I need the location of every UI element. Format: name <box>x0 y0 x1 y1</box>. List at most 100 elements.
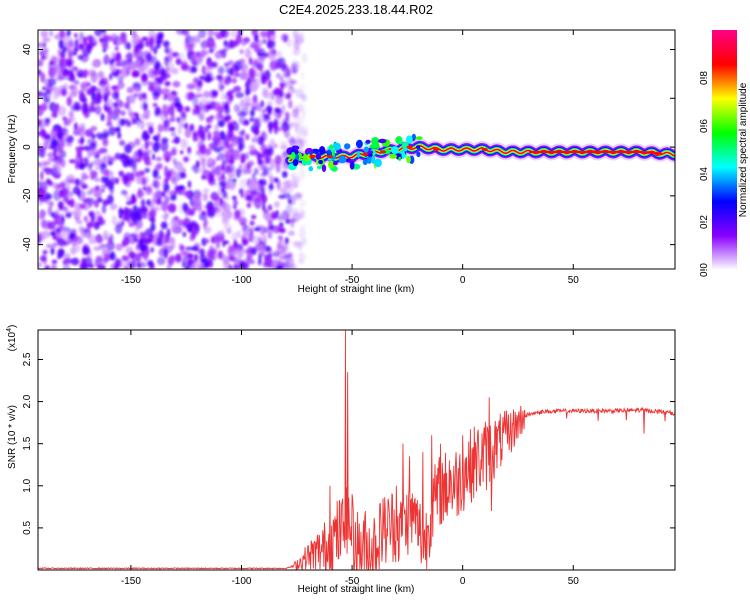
colorbar: 0.00.20.40.60.8 Normalized spectral ampl… <box>699 30 749 277</box>
noise-blobs <box>38 30 309 269</box>
spectrogram-noise-cell <box>174 216 179 221</box>
spectrogram-noise-cell <box>288 139 297 144</box>
spectrogram-noise-cell <box>292 175 301 184</box>
spectrogram-noise-cell <box>111 215 117 226</box>
spectrogram-noise-cell <box>250 109 255 117</box>
spectrogram-noise-cell <box>239 178 248 189</box>
spectrogram-noise-cell <box>288 122 296 128</box>
spectrogram-noise-cell <box>93 221 100 230</box>
spectrogram-noise-cell <box>165 155 170 163</box>
spectrogram-noise-cell <box>58 58 65 65</box>
spectrogram-noise-cell <box>123 239 129 247</box>
spectrogram-noise-cell <box>136 261 141 269</box>
spectrogram-noise-cell <box>278 194 286 199</box>
snr-scale-exponent: 4 <box>6 328 13 332</box>
spectrogram-noise-cell <box>267 79 272 89</box>
spectrogram-noise-cell <box>235 92 245 99</box>
spectrogram-noise-cell <box>207 131 212 141</box>
spectrogram-noise-cell <box>52 242 58 248</box>
spectrogram-noise-cell <box>273 201 280 208</box>
spectrogram-noise-cell <box>170 131 177 137</box>
spectrogram-noise-cell <box>52 235 58 240</box>
spectrogram-noise-cell <box>139 244 147 252</box>
spectrogram-noise-cell <box>249 144 256 153</box>
spectrogram-noise-cell <box>299 224 306 231</box>
spectrogram-noise-cell <box>134 224 139 235</box>
spectrogram-noise-cell <box>158 35 163 40</box>
spectrogram-noise-cell <box>263 91 272 100</box>
spectrogram-noise-cell <box>38 142 42 147</box>
spectrogram-noise-cell <box>38 118 42 127</box>
spectrogram-noise-cell <box>100 113 105 122</box>
spectrogram-noise-cell <box>281 151 287 160</box>
spectrogram-noise-cell <box>114 152 122 160</box>
spectrogram-noise-cell <box>128 222 135 228</box>
spectrogram-noise-cell <box>83 246 90 255</box>
spectrogram-noise-cell <box>163 165 169 174</box>
spectrogram-noise-cell <box>127 121 131 127</box>
spectrogram-noise-cell <box>244 101 251 108</box>
spectrogram-noise-cell <box>193 195 202 207</box>
spectrogram-noise-cell <box>162 40 170 48</box>
spectrogram-noise-cell <box>53 61 60 69</box>
spectrogram-noise-cell <box>267 204 273 211</box>
spectrogram-noise-cell <box>75 178 80 187</box>
spectrogram-noise-cell <box>90 149 95 156</box>
ridge-blob <box>338 155 347 164</box>
spectrogram-noise-cell <box>238 142 243 152</box>
spectrogram-noise-cell <box>58 39 64 49</box>
spectrogram-noise-cell <box>287 230 295 236</box>
x-tick-label: -50 <box>345 576 360 587</box>
spectrogram-noise-cell <box>57 90 63 97</box>
spectrogram-noise-cell <box>75 209 82 217</box>
spectrogram-noise-cell <box>230 251 238 257</box>
spectrogram-noise-cell <box>179 150 184 155</box>
spectrogram-noise-cell <box>182 231 187 238</box>
spectrogram-noise-cell <box>300 169 305 180</box>
spectrogram-noise-cell <box>46 93 51 99</box>
spectrogram-noise-cell <box>113 106 120 117</box>
ridge-blob <box>307 153 311 161</box>
spectrogram-noise-cell <box>164 56 170 67</box>
spectrogram-noise-cell <box>70 257 80 266</box>
spectrogram-noise-cell <box>180 250 188 256</box>
spectrogram-noise-cell <box>233 85 242 92</box>
spectrogram-noise-cell <box>155 138 161 149</box>
spectrogram-noise-cell <box>223 224 232 231</box>
spectrogram-noise-cell <box>244 119 250 126</box>
spectrogram-noise-cell <box>53 139 59 147</box>
spectrogram-noise-cell <box>264 52 270 58</box>
spectrogram-noise-cell <box>208 48 214 54</box>
snr-scale-prefix: (x10 <box>7 331 18 351</box>
spectrogram-noise-cell <box>290 79 297 85</box>
spectrogram-noise-cell <box>149 36 155 46</box>
ridge-blob <box>369 144 377 149</box>
spectrogram-noise-cell <box>144 167 150 173</box>
spectrogram-noise-cell <box>198 75 207 80</box>
spectrogram-noise-cell <box>287 256 295 267</box>
ridge-peak <box>406 145 413 149</box>
spectrogram-noise-cell <box>150 216 156 224</box>
spectrogram-noise-cell <box>62 46 67 53</box>
spectrogram-noise-cell <box>107 236 112 244</box>
spectrogram-noise-cell <box>94 185 100 191</box>
spectrogram-noise-cell <box>238 131 245 136</box>
spectrogram-noise-cell <box>189 123 195 132</box>
spectrogram-noise-cell <box>115 243 123 251</box>
spectrogram-noise-cell <box>96 236 104 244</box>
spectrogram-noise-cell <box>134 138 141 146</box>
spectrogram-noise-cell <box>221 172 225 182</box>
spectrogram-noise-cell <box>73 79 80 86</box>
spectrogram-noise-cell <box>51 231 56 237</box>
spectrogram-noise-cell <box>163 248 168 259</box>
spectrogram-noise-cell <box>228 264 232 269</box>
spectrogram-noise-cell <box>202 188 210 194</box>
snr-plot-area <box>38 330 675 570</box>
spectrogram-noise-cell <box>248 67 256 78</box>
spectrogram-noise-cell <box>233 60 243 71</box>
spectrogram-noise-cell <box>209 115 215 120</box>
spectrogram-noise-cell <box>193 253 199 262</box>
spectrogram-noise-cell <box>94 150 102 156</box>
spectrogram-noise-cell <box>38 198 43 206</box>
